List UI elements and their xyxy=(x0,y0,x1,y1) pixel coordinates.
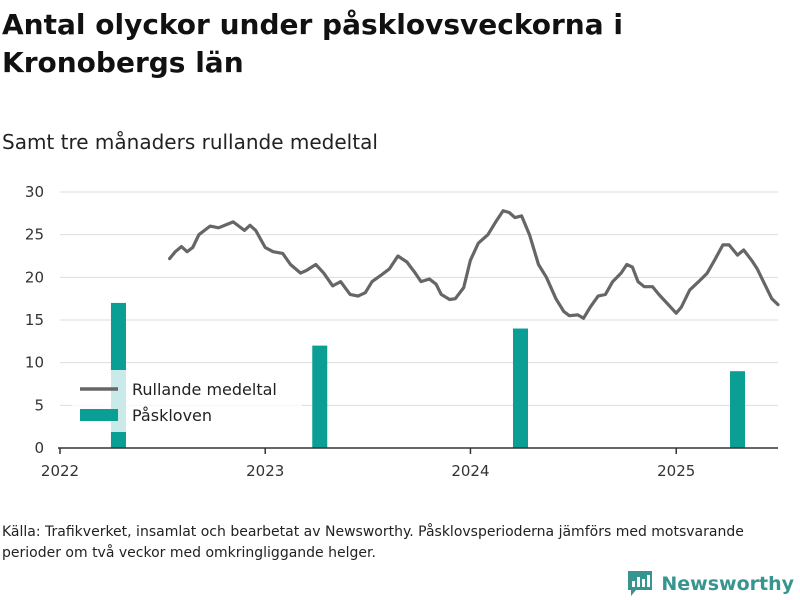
y-tick-label: 20 xyxy=(25,268,44,286)
legend-background xyxy=(72,370,302,432)
legend: Rullande medeltal Påskloven xyxy=(72,370,302,432)
bar-chart-logo-icon xyxy=(628,571,653,596)
x-tick-label: 2024 xyxy=(451,462,489,480)
chart-title: Antal olyckor under påsklovsveckorna i K… xyxy=(2,8,623,79)
bar-paskloven xyxy=(730,371,746,448)
y-tick-label: 0 xyxy=(34,439,44,457)
gridlines xyxy=(60,191,778,406)
bar-paskloven xyxy=(512,328,528,448)
legend-label-rullande-medeltal: Rullande medeltal xyxy=(132,380,277,399)
chart-subtitle: Samt tre månaders rullande medeltal xyxy=(2,130,378,154)
y-tick-label: 30 xyxy=(25,183,44,201)
newsworthy-logo: Newsworthy xyxy=(627,570,794,598)
logo-text: Newsworthy xyxy=(661,573,794,595)
source-note: Källa: Trafikverket, insamlat och bearbe… xyxy=(2,524,744,561)
legend-label-paskloven: Påskloven xyxy=(132,406,212,425)
y-tick-label: 5 xyxy=(34,396,44,414)
line-path-rullande-medeltal xyxy=(168,209,780,320)
y-tick-label: 25 xyxy=(25,226,44,244)
x-tick-label: 2025 xyxy=(657,462,695,480)
bar-paskloven xyxy=(312,345,328,448)
y-axis-ticks: 0 5 10 15 20 25 30 xyxy=(25,183,44,457)
legend-swatch-bar xyxy=(80,409,118,421)
x-tick-label: 2023 xyxy=(246,462,284,480)
x-tick-label: 2022 xyxy=(41,462,79,480)
y-tick-label: 15 xyxy=(25,311,44,329)
line-rullande-medeltal xyxy=(168,209,780,320)
x-axis: 2022 2023 2024 2025 xyxy=(41,447,778,480)
y-tick-label: 10 xyxy=(25,354,44,372)
